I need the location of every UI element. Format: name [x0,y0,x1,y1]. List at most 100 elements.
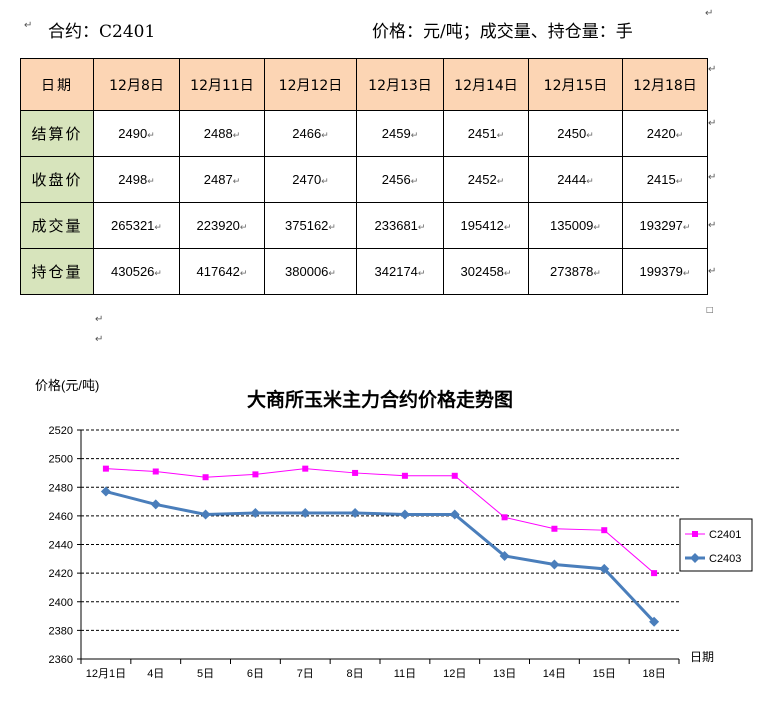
paragraph-mark-icon: ↵ [682,268,691,278]
paragraph-mark-icon: ↵ [154,268,162,278]
data-point [401,472,408,479]
cell-value: 223920 [196,218,240,233]
y-tick-label: 2520 [49,425,73,437]
data-point [651,570,658,577]
cell-value: 2490 [118,126,148,141]
paragraph-mark-icon: ↵ [328,268,336,278]
paragraph-mark-icon: ↵ [95,314,104,325]
data-point [501,514,508,521]
column-header: 12月13日 [356,58,444,111]
cell-value: 302458 [460,264,504,279]
cell-value: 2466 [292,126,322,141]
data-point [200,509,211,520]
paragraph-mark-icon: ↵ [328,222,336,232]
cell-value: 380006 [285,264,329,279]
row-label: 成交量 [20,202,94,249]
x-tick-label: 14日 [543,668,566,680]
table-body: 日期 12月8日 12月11日 12月12日 12月13日 12月14日 12月15日 12月… [20,58,708,295]
paragraph-mark-icon: ↵ [708,172,717,183]
x-tick-label: 8日 [347,668,364,680]
paragraph-mark-icon: ↵ [708,64,717,75]
data-point [250,508,261,519]
cell-value: 375162 [285,218,329,233]
data-point [302,465,309,472]
table-cell: 417642↵ [179,248,265,295]
cell-value: 342174 [374,264,418,279]
cell-value: 2487 [203,172,233,187]
paragraph-mark-icon: ↵ [232,176,241,186]
cell-value: 2415 [646,172,676,187]
paragraph-mark-icon: ↵ [675,130,684,140]
paragraph-mark-icon: ↵ [503,222,512,232]
data-point [202,474,209,481]
table-cell: 193297↵ [622,202,708,249]
paragraph-mark-icon: ↵ [593,222,601,232]
legend-marker [692,531,698,537]
paragraph-mark-icon: ↵ [154,222,162,232]
row-label: 收盘价 [20,156,94,203]
column-header: 12月14日 [443,58,529,111]
chart-title: 大商所玉米主力合约价格走势图 [247,388,513,411]
data-point [102,465,109,472]
paragraph-mark-icon: ↵ [410,130,419,140]
column-header: 12月12日 [264,58,357,111]
cell-value: 417642 [196,264,240,279]
data-point [449,509,460,520]
table-cell: 2450↵ [528,110,623,157]
column-header: 12月11日 [179,58,265,111]
paragraph-mark-icon: ↵ [417,222,426,232]
x-tick-label: 6日 [247,668,264,680]
cell-value: 273878 [550,264,594,279]
column-header: 12月8日 [93,58,180,111]
table-row: 结算价 2490↵ 2488↵ 2466↵ 2459↵ 2451↵ 2450↵ 2420↵ [20,110,708,157]
y-tick-label: 2480 [49,482,73,494]
paragraph-mark-icon: ↵ [586,176,594,186]
table-cell: 2444↵ [528,156,623,203]
paragraph-mark-icon: ↵ [410,176,419,186]
paragraph-mark-icon: ↵ [417,268,426,278]
x-tick-label: 11日 [394,668,416,680]
column-header: 12月18日 [622,58,708,111]
data-point [100,486,111,497]
data-point [252,471,259,478]
paragraph-mark-icon: ↵ [239,222,248,232]
x-axis-label: 日期 [690,650,714,664]
cell-value: 195412 [460,218,504,233]
data-point [399,509,410,520]
units-label: 价格：元/吨；成交量、持仓量：手 [372,22,633,42]
x-tick-label: 5日 [197,668,214,680]
paragraph-mark-icon: ↵ [675,176,684,186]
table-cell: 430526↵ [93,248,180,295]
legend-label: C2403 [709,553,741,565]
table-cell: 375162↵ [264,202,357,249]
table-cell: 342174↵ [356,248,444,295]
x-tick-label: 7日 [297,668,314,680]
x-tick-label: 18日 [642,668,665,680]
paragraph-mark-icon: ↵ [232,130,241,140]
table-row: 收盘价 2498↵ 2487↵ 2470↵ 2456↵ 2452↵ 2444↵ 2415↵ [20,156,708,203]
x-tick-label: 4日 [147,668,164,680]
paragraph-mark-icon: ↵ [496,176,505,186]
data-point [350,508,361,519]
cell-value: 2444 [557,172,587,187]
cell-value: 430526 [111,264,155,279]
cell-value: 2459 [381,126,411,141]
x-tick-label: 15日 [593,668,616,680]
data-point [549,559,560,570]
paragraph-mark-icon: ↵ [147,176,155,186]
y-axis-label: 价格(元/吨) [35,378,99,393]
y-tick-label: 2460 [49,511,73,523]
paragraph-mark-icon: ↵ [496,130,505,140]
cell-value: 2452 [467,172,497,187]
contract-label: 合约：C2401 [48,22,156,42]
row-label: 结算价 [20,110,94,157]
cell-value: 2456 [381,172,411,187]
data-point [499,550,510,561]
cell-value: 193297 [639,218,683,233]
paragraph-mark-icon: ↵ [147,130,155,140]
series-line-c2401 [105,468,655,574]
legend-box [679,518,753,572]
column-header-date: 日期 [20,58,94,111]
data-point [649,616,660,627]
